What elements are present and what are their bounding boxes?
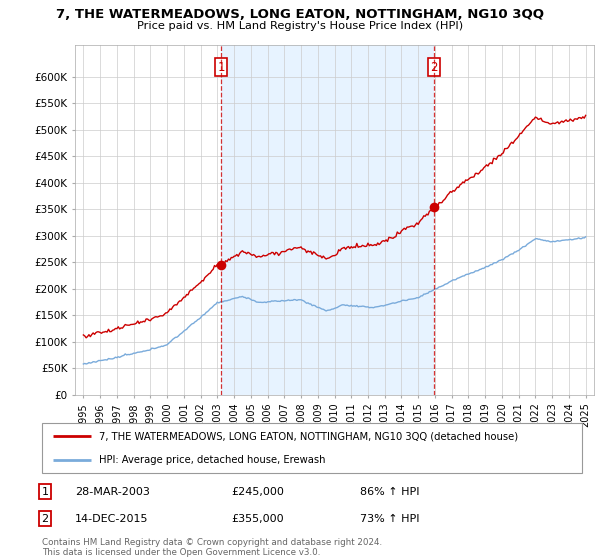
Text: HPI: Average price, detached house, Erewash: HPI: Average price, detached house, Erew… — [98, 455, 325, 465]
Text: Price paid vs. HM Land Registry's House Price Index (HPI): Price paid vs. HM Land Registry's House … — [137, 21, 463, 31]
FancyBboxPatch shape — [42, 423, 582, 473]
Text: £245,000: £245,000 — [231, 487, 284, 497]
Text: 73% ↑ HPI: 73% ↑ HPI — [360, 514, 419, 524]
Bar — [221, 45, 434, 395]
Text: 1: 1 — [41, 487, 49, 497]
Text: £355,000: £355,000 — [231, 514, 284, 524]
Text: 1: 1 — [218, 60, 225, 73]
Text: 7, THE WATERMEADOWS, LONG EATON, NOTTINGHAM, NG10 3QQ: 7, THE WATERMEADOWS, LONG EATON, NOTTING… — [56, 8, 544, 21]
Text: 7, THE WATERMEADOWS, LONG EATON, NOTTINGHAM, NG10 3QQ (detached house): 7, THE WATERMEADOWS, LONG EATON, NOTTING… — [98, 431, 518, 441]
Text: Contains HM Land Registry data © Crown copyright and database right 2024.
This d: Contains HM Land Registry data © Crown c… — [42, 538, 382, 557]
Text: 28-MAR-2003: 28-MAR-2003 — [75, 487, 150, 497]
Text: 2: 2 — [431, 60, 438, 73]
Text: 2: 2 — [41, 514, 49, 524]
Text: 14-DEC-2015: 14-DEC-2015 — [75, 514, 149, 524]
Text: 86% ↑ HPI: 86% ↑ HPI — [360, 487, 419, 497]
